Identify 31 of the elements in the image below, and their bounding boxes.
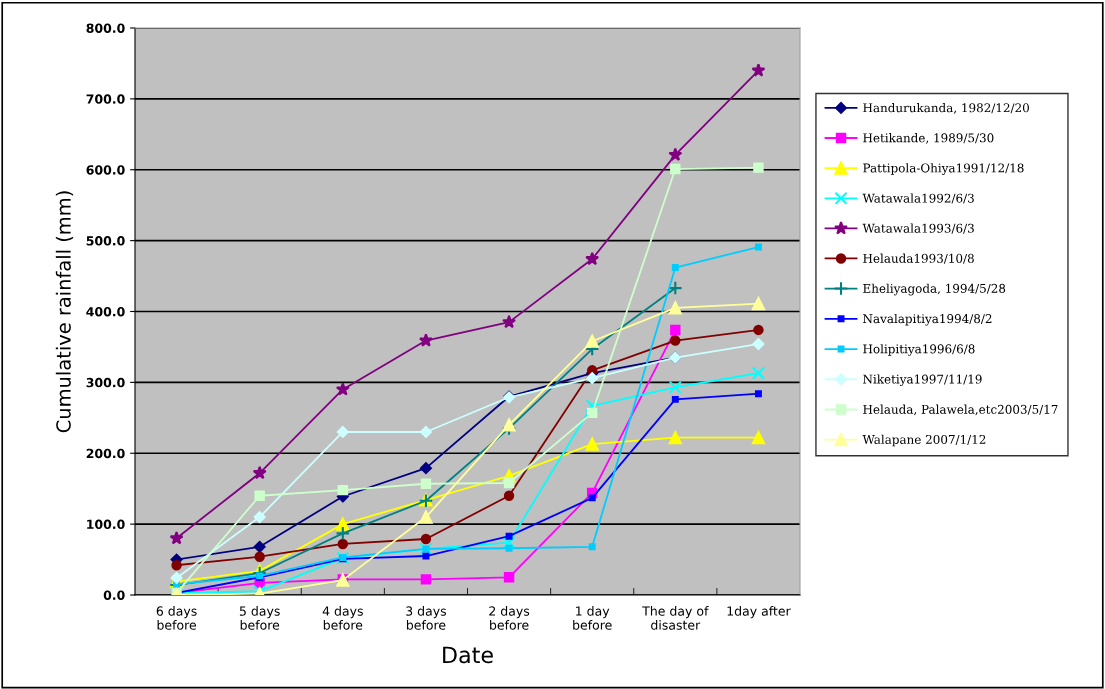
legend-label: Watawala1993/6/3 (862, 223, 974, 234)
legend-label: Eheliyagoda, 1994/5/28 (863, 283, 1006, 296)
y-tick-label: 200.0 (86, 448, 125, 459)
y-tick-label: 300.0 (86, 377, 125, 388)
x-tick-label: 3 days before (406, 606, 447, 630)
legend-label: Navalapitiya1994/8/2 (863, 313, 992, 326)
x-tick-label: 5 days before (239, 606, 280, 630)
legend-label: Pattipola-Ohiya1991/12/18 (863, 163, 1024, 175)
legend-label: Handurukanda, 1982/12/20 (863, 103, 1029, 114)
y-tick-label: 400.0 (86, 306, 125, 317)
x-tick-label: The day of disaster (642, 606, 709, 630)
y-tick-label: 100.0 (87, 519, 125, 530)
y-tick-label: 800.0 (86, 23, 125, 33)
y-axis-title: Cumulative rainfall (mm) (55, 191, 74, 433)
x-axis-title: Date (443, 646, 493, 664)
legend-label: Holipitiya1996/6/8 (863, 344, 975, 356)
y-tick-label: 600.0 (86, 165, 125, 175)
y-tick-label: 0.0 (103, 590, 125, 600)
x-tick-label: 2 days before (489, 606, 530, 630)
legend-label: Helauda, Palawela,etc2003/5/17 (863, 404, 1058, 416)
x-tick-label: 1 day before (573, 606, 612, 630)
y-tick-label: 700.0 (86, 94, 125, 104)
x-tick-label: 4 days before (322, 606, 363, 630)
x-tick-label: 1day after (727, 606, 791, 619)
legend-label: Niketiya1997/11/19 (863, 374, 982, 387)
y-tick-label: 500.0 (86, 236, 125, 246)
legend-label: Watawala1992/6/3 (862, 193, 974, 204)
legend-label: Helauda1993/10/8 (863, 253, 974, 264)
legend-label: Hetikande, 1989/5/30 (863, 133, 994, 144)
legend-label: Walapane 2007/1/12 (862, 434, 986, 447)
x-tick-label: 6 days before (156, 606, 197, 630)
